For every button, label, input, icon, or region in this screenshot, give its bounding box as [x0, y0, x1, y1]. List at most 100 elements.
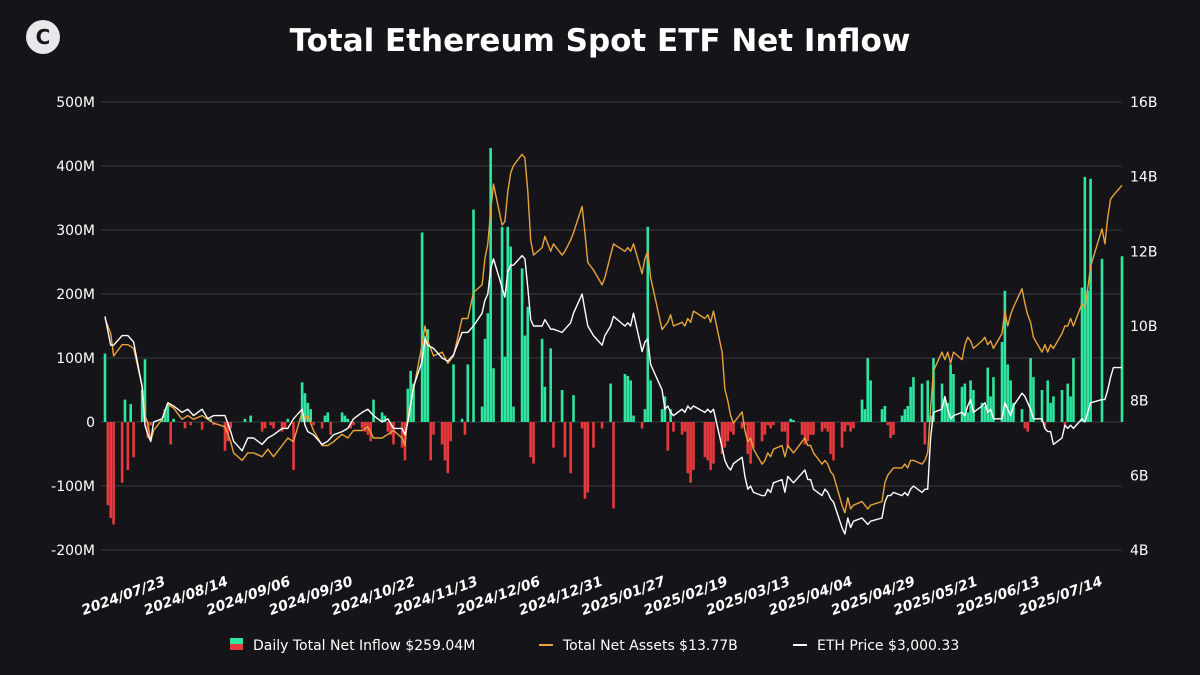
inflow-bar: [803, 422, 807, 445]
left-tick-label: 100M: [56, 351, 95, 367]
inflow-bar: [743, 422, 747, 426]
inflow-bar: [280, 422, 284, 432]
inflow-bar: [243, 418, 247, 422]
inflow-bar: [169, 422, 173, 445]
inflow-bar: [349, 422, 352, 429]
inflow-bar: [346, 418, 350, 422]
inflow-bar: [149, 422, 153, 426]
inflow-bar: [812, 422, 815, 435]
grid: [101, 101, 1122, 551]
left-tick-label: -100M: [51, 479, 95, 495]
inflow-bar: [883, 406, 887, 422]
inflow-bar: [1040, 390, 1044, 422]
inflow-bar: [1012, 402, 1015, 422]
inflow-bar: [766, 422, 770, 426]
left-tick-label: 500M: [56, 95, 95, 111]
inflow-bar: [686, 422, 690, 474]
inflow-bar: [472, 209, 475, 422]
inflow-bar: [1000, 342, 1004, 422]
inflow-bar: [680, 422, 684, 435]
inflow-bar: [1089, 178, 1092, 422]
inflow-bar: [532, 422, 535, 464]
inflow-bar: [129, 404, 133, 422]
inflow-bar: [860, 399, 864, 422]
logo-circle: [26, 20, 60, 54]
legend-label-net-assets: Total Net Assets $13.77B: [562, 638, 738, 654]
inflow-bar: [1023, 422, 1027, 429]
inflow-bar: [660, 409, 664, 422]
inflow-bar: [892, 422, 895, 435]
inflow-bar: [426, 329, 430, 422]
inflow-bar: [303, 393, 307, 422]
inflow-bar: [343, 415, 347, 422]
inflow-bar: [183, 422, 187, 429]
inflow-bar: [992, 377, 995, 422]
inflow-bar: [900, 415, 904, 422]
left-tick-label: 300M: [56, 223, 95, 239]
inflow-bar: [649, 380, 652, 422]
inflow-bar: [449, 422, 452, 442]
inflow-bar: [112, 422, 115, 525]
inflow-bar: [1086, 290, 1090, 422]
inflow-bar: [912, 377, 915, 422]
inflow-bar: [826, 422, 830, 432]
inflow-bar: [306, 402, 310, 422]
inflow-bar: [783, 422, 787, 432]
inflow-bar: [286, 418, 290, 422]
inflow-bar: [366, 422, 370, 435]
inflow-bar: [586, 422, 590, 493]
inflow-bar: [592, 422, 595, 448]
inflow-bar: [352, 422, 355, 426]
right-tick-label: 12B: [1130, 244, 1157, 260]
inflow-bar: [800, 422, 804, 435]
inflow-bar: [329, 422, 332, 435]
inflow-bar: [340, 412, 344, 422]
inflow-bar: [526, 306, 530, 422]
inflow-bar: [646, 226, 650, 422]
inflow-bar: [1009, 380, 1012, 422]
logo-glyph: C: [36, 25, 51, 49]
inflow-bar: [503, 356, 507, 422]
inflow-bar: [780, 422, 784, 432]
inflow-bar: [283, 422, 287, 429]
lines: [104, 153, 1123, 535]
inflow-bar: [463, 422, 467, 435]
inflow-bar: [529, 422, 532, 458]
inflow-bar: [272, 422, 275, 429]
inflow-bar: [226, 422, 230, 442]
inflow-bar: [143, 359, 147, 422]
inflow-bar: [709, 422, 712, 470]
inflow-bar: [423, 335, 427, 422]
inflow-bar: [489, 148, 492, 422]
inflow-bar: [760, 422, 764, 442]
right-tick-label: 14B: [1130, 170, 1157, 186]
inflow-bar: [792, 420, 795, 422]
inflow-bar: [509, 246, 512, 422]
inflow-bar: [432, 422, 435, 435]
right-tick-label: 8B: [1130, 394, 1149, 410]
inflow-bar: [972, 390, 975, 422]
inflow-bar: [189, 422, 192, 426]
inflow-bar: [832, 422, 835, 461]
inflow-bar: [886, 422, 890, 426]
inflow-bar: [772, 422, 775, 426]
inflow-bar: [712, 422, 715, 464]
inflow-bar: [263, 422, 267, 429]
inflow-bar: [389, 422, 392, 435]
inflow-bar: [1032, 377, 1035, 422]
inflow-bar: [249, 415, 252, 422]
right-tick-label: 16B: [1130, 95, 1157, 111]
inflow-bar: [846, 422, 850, 426]
inflow-bar: [109, 422, 113, 518]
inflow-bar: [323, 415, 327, 422]
inflow-bar: [200, 422, 204, 430]
inflow-bar: [446, 422, 450, 474]
inflow-bar: [163, 409, 167, 422]
inflow-bar: [849, 422, 852, 432]
inflow-bar: [689, 422, 692, 483]
inflow-bar: [552, 422, 555, 448]
inflow-bar: [889, 422, 892, 438]
inflow-bar: [920, 383, 924, 422]
